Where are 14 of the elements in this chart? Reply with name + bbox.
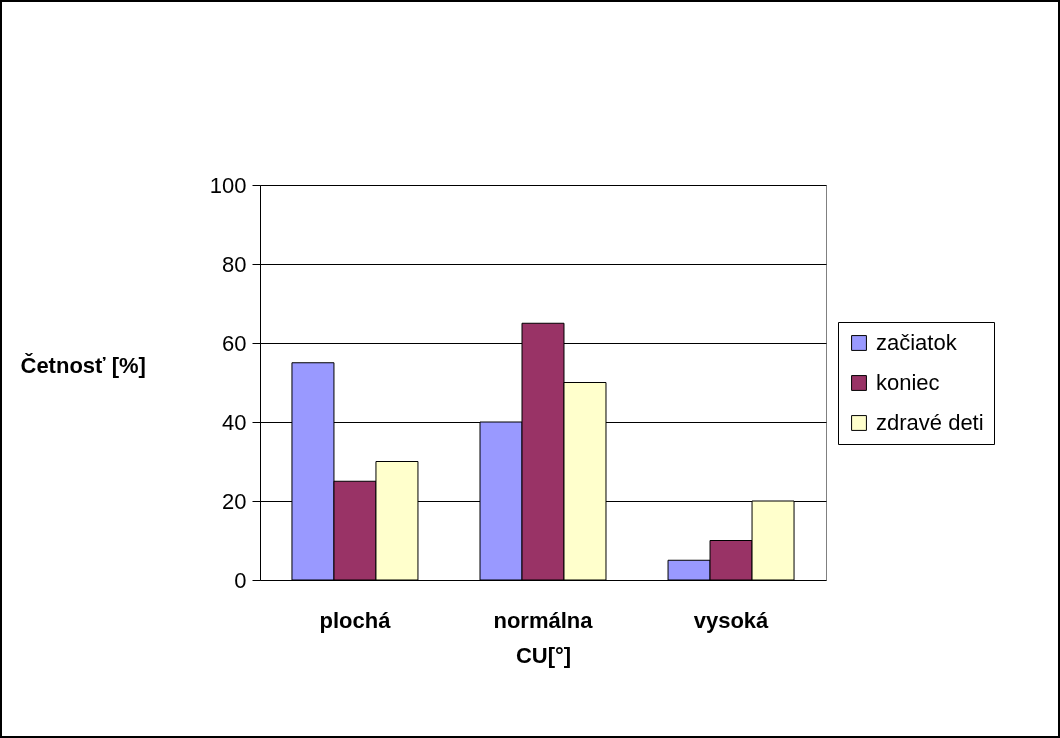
x-tick-label: plochá [319,607,392,633]
y-axis-title: Četnosť [%] [20,352,146,378]
x-axis-title: CU[°] [515,642,572,668]
x-tick-label: vysoká [693,607,770,633]
legend-label: zdravé deti [876,410,984,435]
y-tick-label: 60 [222,330,247,356]
y-tick-label: 80 [222,251,247,277]
legend-label: začiatok [876,330,958,355]
y-tick-label: 0 [234,567,247,593]
legend-label: koniec [876,370,940,395]
y-tick-label: 100 [209,172,247,198]
x-tick-label: normálna [493,607,594,633]
y-tick-label: 40 [222,409,247,435]
y-tick-label: 20 [222,488,247,514]
